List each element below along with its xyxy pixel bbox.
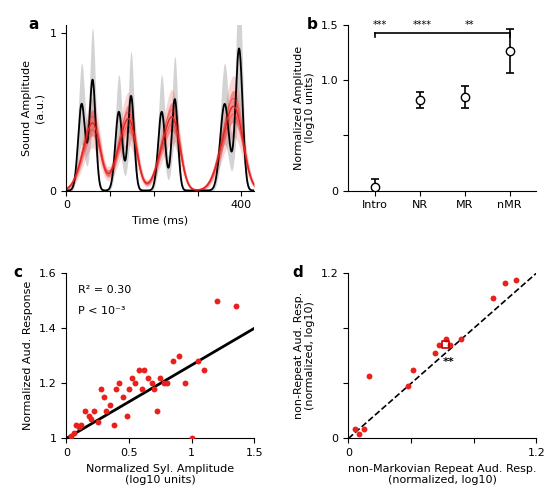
Point: [175, 352, 184, 360]
Point: [93, 418, 102, 426]
Point: [147, 380, 156, 388]
Point: [137, 385, 146, 393]
Text: b: b: [307, 17, 318, 32]
Point: [143, 374, 152, 382]
Point: [187, 434, 196, 443]
Point: [408, 365, 417, 373]
Point: [162, 380, 171, 388]
Point: [97, 385, 106, 393]
Point: [90, 407, 98, 415]
Point: [85, 412, 93, 420]
Point: [430, 349, 439, 357]
Text: c: c: [14, 265, 23, 280]
Point: [512, 276, 520, 284]
Text: R² = 0.30: R² = 0.30: [77, 285, 131, 295]
Point: [100, 393, 108, 401]
Point: [181, 380, 190, 388]
Y-axis label: Sound Amplitude
(a.u.): Sound Amplitude (a.u.): [23, 60, 44, 156]
Point: [169, 357, 178, 365]
Point: [350, 425, 359, 433]
Text: ***: ***: [373, 20, 387, 30]
Point: [140, 365, 149, 373]
Y-axis label: Normalized Aud. Response: Normalized Aud. Response: [23, 281, 33, 430]
Point: [87, 415, 96, 423]
Text: d: d: [292, 265, 302, 280]
Point: [112, 385, 121, 393]
Point: [124, 385, 133, 393]
Point: [67, 432, 76, 440]
Text: **: **: [465, 20, 474, 30]
Point: [446, 341, 455, 349]
Point: [194, 357, 202, 365]
Point: [77, 421, 86, 429]
Point: [441, 335, 450, 343]
Point: [134, 365, 143, 373]
Text: ****: ****: [413, 20, 432, 30]
Point: [118, 393, 127, 401]
Point: [364, 372, 373, 381]
Point: [70, 429, 79, 437]
Point: [150, 385, 159, 393]
X-axis label: Time (ms): Time (ms): [132, 216, 189, 226]
Point: [152, 407, 161, 415]
Point: [359, 425, 368, 433]
Point: [72, 421, 81, 429]
X-axis label: non-Markovian Repeat Aud. Resp.
(normalized, log10): non-Markovian Repeat Aud. Resp. (normali…: [348, 464, 536, 485]
Point: [435, 341, 444, 349]
Point: [488, 294, 497, 302]
Point: [441, 341, 450, 349]
Y-axis label: non-Repeat Aud. Resp.
(normalized, log10): non-Repeat Aud. Resp. (normalized, log10…: [294, 292, 315, 419]
Point: [106, 401, 114, 409]
Point: [127, 374, 136, 382]
Point: [355, 430, 364, 438]
Text: P < 10⁻³: P < 10⁻³: [77, 306, 125, 317]
Point: [131, 380, 140, 388]
Point: [200, 365, 208, 373]
Point: [122, 412, 131, 420]
Point: [102, 407, 111, 415]
Y-axis label: Normalized Amplitude
(log10 units): Normalized Amplitude (log10 units): [294, 46, 316, 170]
Point: [231, 302, 240, 310]
Point: [156, 374, 165, 382]
Point: [75, 423, 84, 431]
Point: [404, 382, 413, 390]
X-axis label: Normalized Syl. Amplitude
(log10 units): Normalized Syl. Amplitude (log10 units): [86, 464, 234, 485]
Point: [81, 407, 90, 415]
Point: [114, 380, 123, 388]
Point: [212, 297, 221, 305]
Point: [109, 421, 118, 429]
Text: **: **: [443, 357, 455, 367]
Text: a: a: [29, 17, 39, 32]
Point: [160, 380, 169, 388]
Point: [500, 279, 509, 287]
Point: [457, 335, 466, 343]
